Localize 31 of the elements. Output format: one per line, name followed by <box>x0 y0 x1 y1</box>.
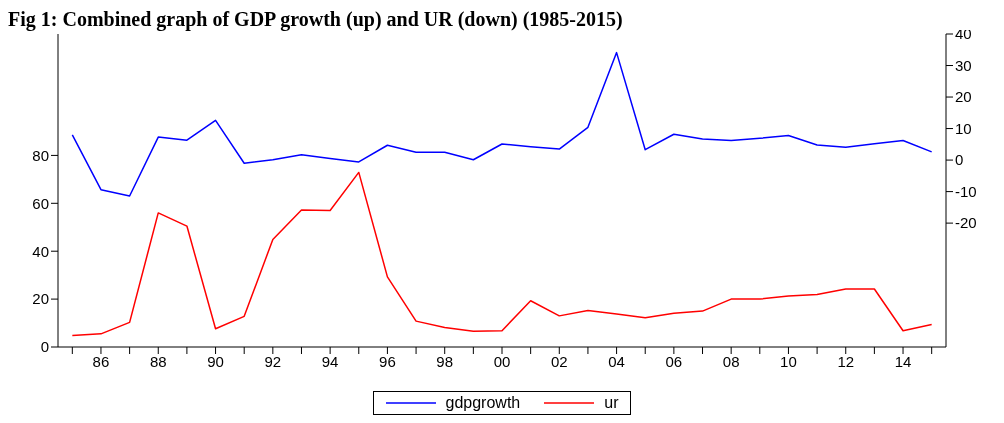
x-tick-label: 98 <box>436 352 454 370</box>
y2-tick-label: 20 <box>955 88 972 106</box>
x-tick-label: 94 <box>321 352 339 370</box>
x-tick-label: 06 <box>665 352 683 370</box>
x-tick-label: 08 <box>722 352 740 370</box>
y-tick-label: 80 <box>32 146 49 164</box>
line-series <box>71 51 933 197</box>
y2-tick-label: -20 <box>955 214 977 232</box>
y2-tick-label: -10 <box>955 182 977 200</box>
chart-title: Fig 1: Combined graph of GDP growth (up) and UR (down) (1985-2015) <box>8 8 623 30</box>
y2-tick-label: 30 <box>955 56 972 74</box>
x-tick-label: 92 <box>264 352 282 370</box>
x-tick-label: 86 <box>92 352 110 370</box>
y-tick-label: 60 <box>32 194 49 212</box>
y-tick-label: 20 <box>32 290 49 308</box>
y-tick-label: 0 <box>40 338 49 356</box>
x-tick-label: 10 <box>780 352 797 370</box>
line-series <box>71 171 933 337</box>
x-tick-label: 14 <box>894 352 912 370</box>
y2-tick-label: 0 <box>955 151 964 169</box>
x-tick-label: 00 <box>493 352 511 370</box>
x-tick-label: 12 <box>837 352 855 370</box>
x-tick-label: 02 <box>550 352 568 370</box>
legend-label: ur <box>604 394 619 412</box>
x-tick-label: 96 <box>379 352 396 370</box>
x-tick-label: 88 <box>149 352 167 370</box>
x-tick-label: 90 <box>207 352 224 370</box>
y2-tick-label: 10 <box>955 119 972 137</box>
y-tick-label: 40 <box>32 242 49 260</box>
x-tick-label: 04 <box>608 352 625 370</box>
legend-label: gdpgrowth <box>445 394 521 412</box>
